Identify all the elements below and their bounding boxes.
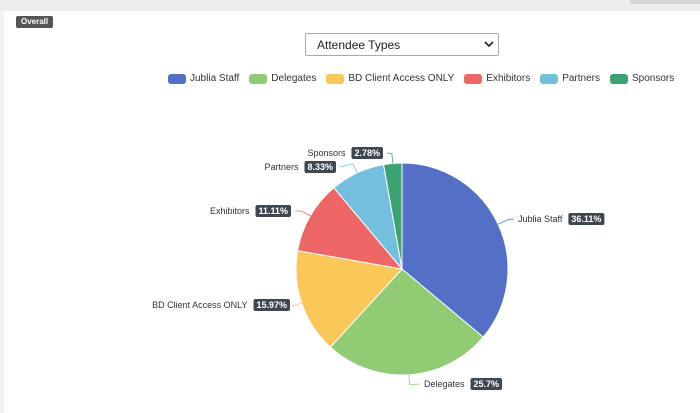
legend-item[interactable]: Delegates	[249, 73, 316, 84]
percent-badge	[351, 147, 383, 159]
slice-label: Sponsors 2.78%	[307, 147, 383, 159]
legend-swatch	[464, 73, 483, 84]
slice-label: Exhibitors 11.11%	[210, 205, 291, 217]
slice-percent: 8.33%	[307, 162, 333, 172]
legend-swatch	[326, 73, 345, 84]
legend-item[interactable]: Partners	[540, 73, 600, 84]
leader-line	[386, 152, 394, 164]
percent-badge	[568, 213, 605, 225]
legend-item[interactable]: Exhibitors	[464, 73, 530, 84]
overall-badge: Overall	[16, 16, 54, 28]
percent-badge	[470, 378, 503, 390]
legend-label: Exhibitors	[486, 73, 531, 84]
slice-name: Delegates	[424, 379, 465, 389]
legend-label: Jublia Staff	[190, 73, 240, 84]
chart-legend: Jublia Staff Delegates BD Client Access ON…	[168, 73, 684, 84]
percent-badge	[304, 161, 336, 173]
leader-line	[291, 302, 302, 307]
attendee-type-select[interactable]: Attendee Types	[305, 33, 499, 56]
slice-name: Partners	[264, 162, 299, 172]
slice-percent: 15.97%	[256, 300, 287, 310]
slice-name: Jublia Staff	[518, 214, 563, 224]
pie-slice[interactable]	[329, 268, 484, 376]
legend-item[interactable]: Sponsors	[610, 73, 674, 84]
percent-badge	[255, 205, 291, 217]
pie-slice[interactable]	[382, 162, 403, 270]
slice-label: Delegates 25.7%	[424, 378, 503, 390]
slice-percent: 2.78%	[354, 148, 380, 158]
slice-label: BD Client Access ONLY 15.97%	[152, 299, 290, 311]
select-value: Attendee Types	[317, 37, 401, 52]
leader-line	[339, 163, 358, 174]
top-bar-edge	[630, 0, 700, 4]
slice-percent: 25.7%	[474, 379, 500, 389]
chevron-down-icon	[480, 34, 498, 55]
legend-label: Sponsors	[632, 73, 675, 84]
slice-percent: 11.11%	[258, 206, 288, 216]
top-bar	[0, 0, 700, 11]
slice-name: Sponsors	[307, 148, 346, 158]
slice-label: Partners 8.33%	[264, 161, 336, 173]
pie-slice[interactable]	[295, 249, 403, 348]
legend-swatch	[168, 73, 186, 84]
leader-line	[408, 374, 421, 386]
legend-label: BD Client Access ONLY	[348, 73, 455, 84]
slice-label: Jublia Staff 36.11%	[518, 213, 605, 225]
leader-line	[497, 218, 515, 225]
percent-badge	[253, 299, 290, 311]
legend-swatch	[540, 73, 559, 84]
leader-line	[294, 210, 311, 217]
legend-label: Partners	[562, 73, 600, 84]
legend-label: Delegates	[271, 73, 317, 84]
pie-slice[interactable]	[297, 187, 404, 270]
legend-item[interactable]: Jublia Staff	[168, 73, 239, 84]
legend-swatch	[249, 73, 268, 84]
legend-swatch	[610, 73, 628, 84]
legend-item[interactable]: BD Client Access ONLY	[326, 73, 454, 84]
slice-percent: 36.11%	[571, 214, 601, 224]
slice-name: Exhibitors	[210, 206, 250, 216]
pie-slice[interactable]	[401, 162, 509, 338]
slice-name: BD Client Access ONLY	[152, 300, 247, 310]
